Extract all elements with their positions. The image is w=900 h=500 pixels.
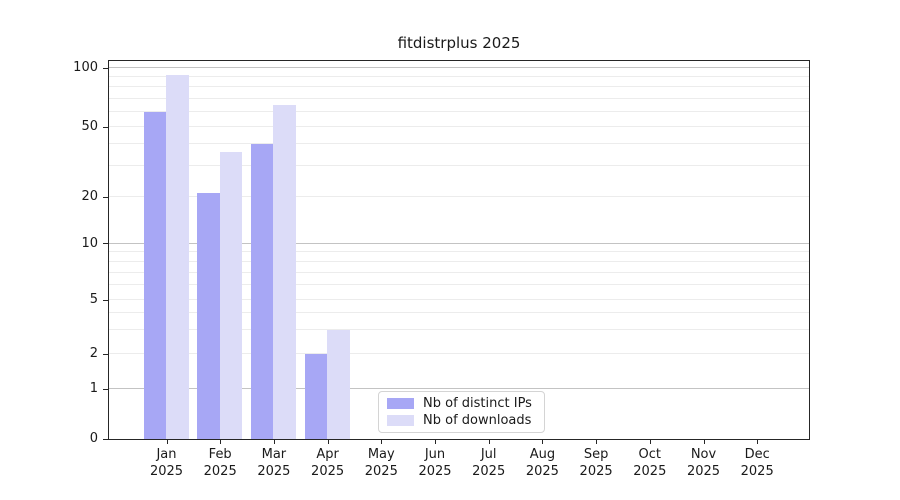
x-axis-tick <box>220 439 222 444</box>
gridline-minor <box>109 284 809 286</box>
x-axis-tick <box>757 439 759 444</box>
gridline-minor <box>109 271 809 273</box>
legend-item-distinct-ips: Nb of distinct IPs <box>387 396 538 411</box>
bar-downloads-feb <box>219 152 243 439</box>
x-axis-tick <box>435 439 436 444</box>
y-axis-tick-label: 2 <box>89 346 98 361</box>
x-axis-tick-label: Dec 2025 <box>740 447 774 479</box>
x-axis-tick-label: Jul 2025 <box>472 447 506 479</box>
bar-distinct-ips-feb <box>197 193 220 439</box>
x-axis-tick <box>488 439 490 444</box>
gridline-minor <box>109 165 809 167</box>
legend-swatch-downloads-icon <box>387 415 414 426</box>
x-axis-tick-label: Jun 2025 <box>418 447 452 479</box>
x-axis-tick-label: Sep 2025 <box>579 447 613 479</box>
legend-swatch-distinct-ips-icon <box>387 398 414 409</box>
chart-legend: Nb of distinct IPs Nb of downloads <box>378 391 545 433</box>
chart-title: fitdistrplus 2025 <box>397 34 521 52</box>
y-axis-tick <box>103 126 108 128</box>
x-axis-tick-label: Mar 2025 <box>257 447 291 479</box>
x-axis-tick-label: Apr 2025 <box>311 447 345 479</box>
x-axis-tick-label: Aug 2025 <box>525 447 559 479</box>
gridline-minor <box>109 196 809 197</box>
gridline-minor <box>109 110 809 112</box>
y-axis-tick-label: 0 <box>89 431 98 446</box>
x-axis-tick-label: Jan 2025 <box>149 447 184 479</box>
x-axis-tick-label: Oct 2025 <box>633 447 667 479</box>
y-axis-tick <box>103 388 108 390</box>
y-axis-tick <box>103 67 108 69</box>
y-axis-tick-label: 100 <box>73 60 98 76</box>
x-axis-tick <box>327 439 329 444</box>
legend-item-downloads: Nb of downloads <box>387 413 538 428</box>
bar-distinct-ips-jan <box>143 111 166 439</box>
y-axis-tick <box>103 353 108 355</box>
y-axis-tick <box>103 196 108 198</box>
x-axis-tick <box>596 439 598 444</box>
bar-downloads-mar <box>273 104 296 439</box>
x-axis-tick-label: Nov 2025 <box>686 447 721 479</box>
x-axis-tick <box>542 439 544 444</box>
x-axis-tick <box>381 439 383 444</box>
bar-distinct-ips-mar <box>250 144 274 439</box>
legend-label-distinct-ips: Nb of distinct IPs <box>423 396 532 411</box>
gridline-minor <box>109 251 809 253</box>
y-axis-tick-label: 10 <box>81 235 98 251</box>
gridline-minor <box>109 126 809 128</box>
gridline-minor <box>109 143 809 145</box>
y-axis-tick <box>103 438 108 440</box>
x-axis-tick-label: May 2025 <box>364 447 398 479</box>
y-axis-tick-label: 5 <box>89 292 98 307</box>
y-axis-tick-label: 20 <box>81 189 98 204</box>
x-axis-tick <box>273 439 275 444</box>
x-axis-tick-label: Feb 2025 <box>203 447 237 479</box>
gridline-major <box>109 242 809 244</box>
gridline-major <box>109 388 809 389</box>
bar-downloads-jan <box>166 75 189 439</box>
bar-downloads-apr <box>327 330 350 439</box>
gridline-minor <box>109 299 809 300</box>
y-axis-tick-label: 1 <box>89 381 98 396</box>
y-axis-tick-label: 50 <box>81 119 98 135</box>
gridline-minor <box>109 329 809 331</box>
gridline-minor <box>109 76 809 78</box>
gridline-minor <box>109 86 809 88</box>
bar-distinct-ips-apr <box>304 354 328 439</box>
gridline-minor <box>109 260 809 262</box>
gridline-major <box>109 67 809 69</box>
gridline-minor <box>109 312 809 314</box>
gridline-minor <box>109 353 809 354</box>
gridline-minor <box>109 97 809 99</box>
y-axis-tick <box>103 243 108 244</box>
x-axis-tick <box>166 439 168 444</box>
x-axis-tick <box>649 439 651 444</box>
y-axis-tick <box>103 299 108 301</box>
plot-area <box>108 60 810 440</box>
x-axis-tick <box>703 439 705 444</box>
legend-label-downloads: Nb of downloads <box>423 413 532 428</box>
